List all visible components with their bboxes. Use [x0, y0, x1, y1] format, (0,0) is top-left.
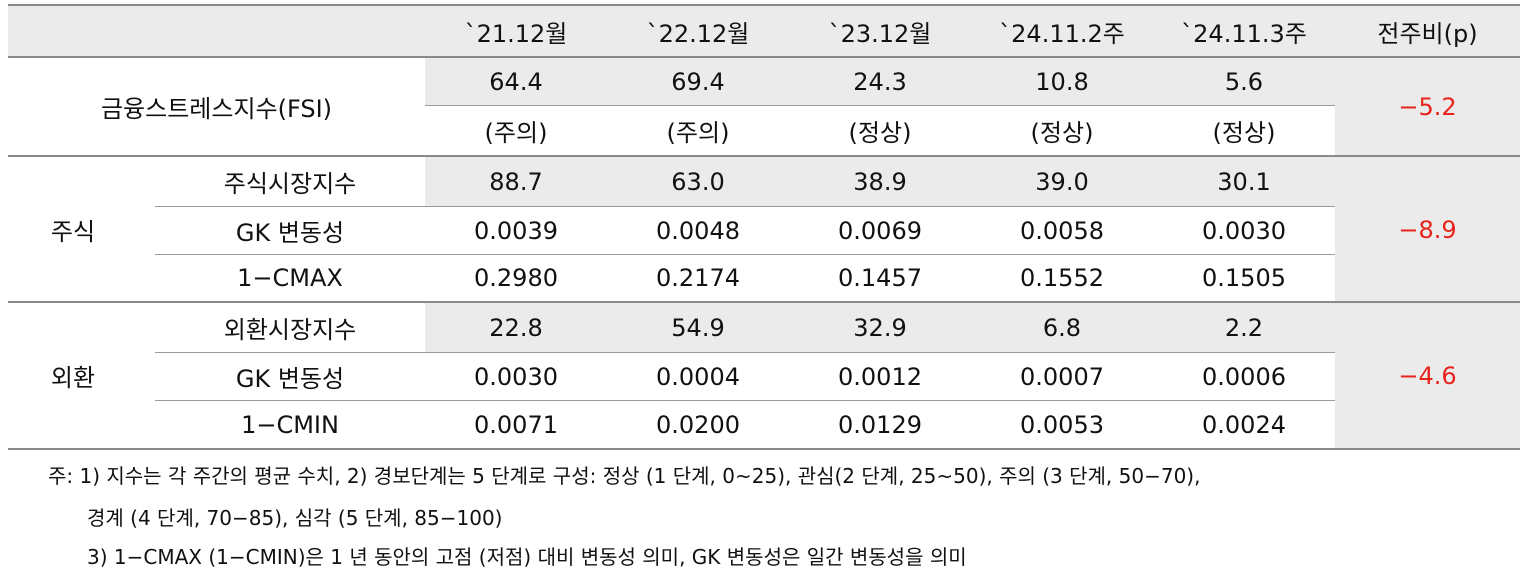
stock-cell: 38.9 — [853, 167, 907, 196]
stock-cell: 0.2980 — [474, 264, 558, 292]
stock-cell: 0.0030 — [1202, 216, 1286, 245]
stock-cell: 0.2174 — [656, 264, 740, 292]
fx-change: −4.6 — [1398, 361, 1457, 390]
footnote-line-1: 주: 1) 지수는 각 주간의 평균 수치, 2) 경보단계는 5 단계로 구성… — [48, 464, 1201, 488]
header-col-2212: `22.12월 — [646, 20, 750, 48]
fsi-status: (정상) — [848, 119, 912, 147]
fx-cell: 0.0024 — [1202, 410, 1286, 439]
stock-change-background — [1335, 157, 1520, 302]
stock-cell: 0.0048 — [656, 216, 740, 245]
fx-cell: 0.0030 — [474, 362, 558, 391]
header-col-change: 전주비(p) — [1377, 20, 1478, 48]
fsi-value: 64.4 — [489, 67, 543, 96]
footnote-line-2: 경계 (4 단계, 70−85), 심각 (5 단계, 85−100) — [87, 506, 503, 530]
stock-cell: 0.1457 — [838, 264, 922, 292]
fx-cell: 54.9 — [671, 313, 725, 342]
table-top-rule — [8, 4, 1520, 6]
stock-row-label: 주식시장지수 — [223, 170, 357, 198]
fx-index-row-background — [425, 303, 1335, 352]
header-background — [8, 6, 1520, 57]
fsi-status: (정상) — [1030, 119, 1094, 147]
stock-cell: 0.0058 — [1020, 216, 1104, 245]
fsi-change-background — [1335, 58, 1520, 155]
fx-cell: 0.0006 — [1202, 362, 1286, 391]
fsi-status: (주의) — [666, 119, 730, 147]
fsi-bottom-rule — [8, 155, 1520, 157]
fsi-value: 24.3 — [853, 67, 907, 96]
stock-cell: 39.0 — [1035, 167, 1089, 196]
fsi-divider — [425, 105, 1335, 106]
fx-cell: 2.2 — [1224, 313, 1264, 342]
stock-cell: 88.7 — [489, 167, 543, 196]
stock-change: −8.9 — [1398, 215, 1457, 244]
fx-cell: 0.0071 — [474, 410, 558, 439]
fx-row-label: GK 변동성 — [235, 365, 345, 393]
stock-row-label: 1−CMAX — [237, 264, 343, 292]
fsi-value: 10.8 — [1035, 67, 1089, 96]
stock-divider-2 — [155, 254, 1335, 255]
fx-divider-1 — [155, 352, 1335, 353]
fx-cell: 0.0012 — [838, 362, 922, 391]
fx-cell: 0.0007 — [1020, 362, 1104, 391]
fsi-label: 금융스트레스지수(FSI) — [100, 95, 333, 123]
stock-row-label: GK 변동성 — [235, 219, 345, 247]
fsi-value: 69.4 — [671, 67, 725, 96]
fx-group-label: 외환 — [50, 364, 96, 392]
fx-cell: 6.8 — [1042, 313, 1082, 342]
fx-divider-2 — [155, 400, 1335, 401]
fsi-value: 5.6 — [1224, 67, 1264, 96]
stock-bottom-rule — [8, 301, 1520, 303]
stock-cell: 63.0 — [671, 167, 725, 196]
fx-cell: 0.0053 — [1020, 410, 1104, 439]
fsi-status: (주의) — [484, 119, 548, 147]
fx-cell: 0.0004 — [656, 362, 740, 391]
fx-row-label: 외환시장지수 — [223, 316, 357, 344]
stock-cell: 0.0039 — [474, 216, 558, 245]
stock-cell: 0.0069 — [838, 216, 922, 245]
fx-cell: 32.9 — [853, 313, 907, 342]
fx-cell: 0.0129 — [838, 410, 922, 439]
fx-row-label: 1−CMIN — [241, 410, 339, 439]
footnote-line-3: 3) 1−CMAX (1−CMIN)은 1 년 동안의 고점 (저점) 대비 변… — [87, 545, 967, 569]
stock-group-label: 주식 — [50, 218, 96, 246]
fsi-value-row-background — [425, 58, 1335, 105]
header-bottom-rule — [8, 56, 1520, 58]
stock-cell: 30.1 — [1217, 167, 1271, 196]
table-bottom-rule — [8, 448, 1520, 450]
header-col-2112: `21.12월 — [464, 20, 568, 48]
header-col-2312: `23.12월 — [828, 20, 932, 48]
fsi-change: −5.2 — [1398, 92, 1457, 121]
stock-cell: 0.1505 — [1202, 264, 1286, 292]
header-col-2411w3: `24.11.3주 — [1181, 20, 1307, 48]
fx-cell: 22.8 — [489, 313, 543, 342]
stock-divider-1 — [155, 206, 1335, 207]
fx-change-background — [1335, 303, 1520, 448]
stock-index-row-background — [425, 157, 1335, 206]
stock-cell: 0.1552 — [1020, 264, 1104, 292]
fsi-status: (정상) — [1212, 119, 1276, 147]
header-col-2411w2: `24.11.2주 — [999, 20, 1125, 48]
fx-cell: 0.0200 — [656, 410, 740, 439]
